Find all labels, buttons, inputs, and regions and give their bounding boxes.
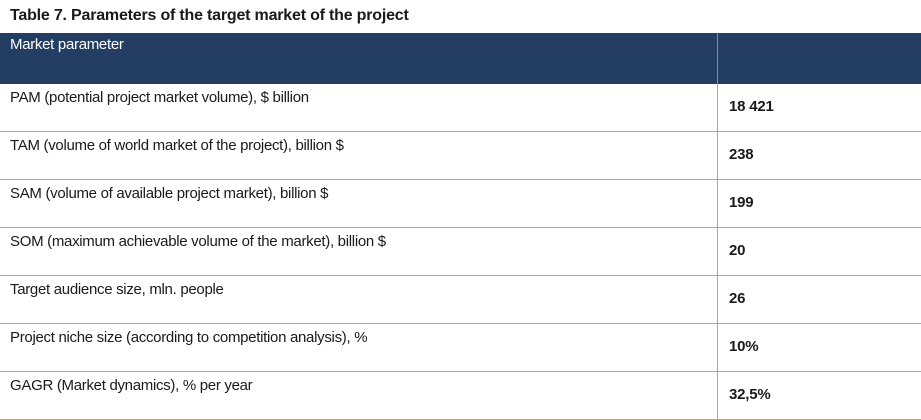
header-parameter-cell: Market parameter: [0, 33, 718, 84]
parameter-cell: PAM (potential project market volume), $…: [0, 84, 718, 131]
table-row: Target audience size, mln. people 26: [0, 276, 921, 324]
value-cell: 238: [729, 146, 754, 163]
table-header-row: Market parameter: [0, 33, 921, 84]
value-cell: 20: [729, 242, 746, 259]
value-cell: 199: [729, 194, 754, 211]
table-caption: Table 7. Parameters of the target market…: [10, 7, 409, 24]
table-row: SOM (maximum achievable volume of the ma…: [0, 228, 921, 276]
table-row: GAGR (Market dynamics), % per year 32,5%: [0, 372, 921, 420]
table-row: SAM (volume of available project market)…: [0, 180, 921, 228]
parameter-cell: TAM (volume of world market of the proje…: [0, 132, 718, 179]
table-row: TAM (volume of world market of the proje…: [0, 132, 921, 180]
header-value-cell: [718, 33, 921, 84]
table-row: PAM (potential project market volume), $…: [0, 84, 921, 132]
table-row: Project niche size (according to competi…: [0, 324, 921, 372]
value-cell: 18 421: [729, 98, 774, 115]
parameter-cell: SOM (maximum achievable volume of the ma…: [0, 228, 718, 275]
parameter-cell: Project niche size (according to competi…: [0, 324, 718, 371]
parameter-cell: GAGR (Market dynamics), % per year: [0, 372, 718, 419]
market-parameters-table: Market parameter PAM (potential project …: [0, 33, 921, 420]
value-cell: 26: [729, 290, 746, 307]
parameter-cell: SAM (volume of available project market)…: [0, 180, 718, 227]
parameter-cell: Target audience size, mln. people: [0, 276, 718, 323]
value-cell: 10%: [729, 338, 759, 355]
value-cell: 32,5%: [729, 386, 771, 403]
